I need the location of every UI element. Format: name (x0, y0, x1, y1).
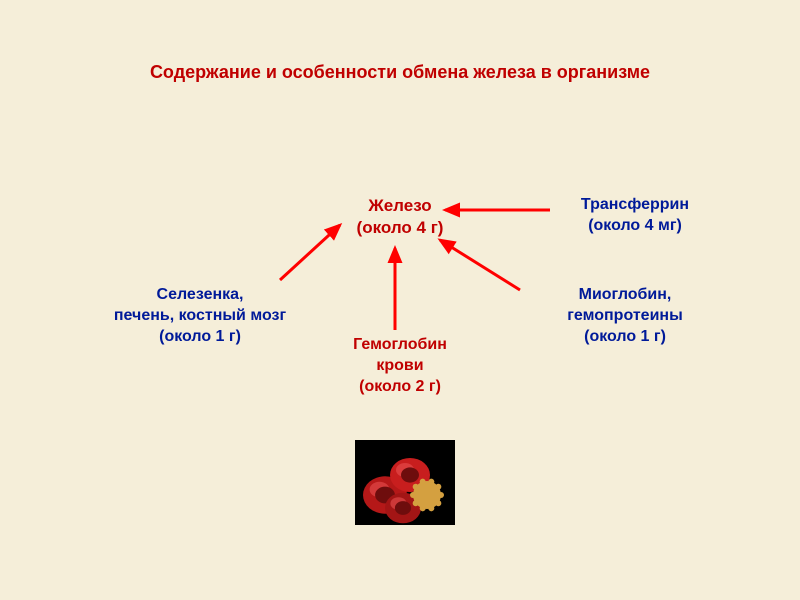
node-transferrin-line1: Трансферрин (550, 195, 720, 216)
node-spleen-line1: Селезенка, (90, 285, 310, 306)
node-hemoglobin-line3: (около 2 г) (335, 377, 465, 398)
node-spleen-line2: печень, костный мозг (90, 306, 310, 327)
node-myoglobin-line1: Миоглобин, (540, 285, 710, 306)
node-iron-line1: Железо (340, 195, 460, 217)
blood-cells-image (355, 440, 455, 525)
node-myoglobin-line3: (около 1 г) (540, 327, 710, 348)
node-iron-center: Железо (около 4 г) (340, 195, 460, 239)
node-hemoglobin-line1: Гемоглобин (335, 335, 465, 356)
node-transferrin-line2: (около 4 мг) (550, 216, 720, 237)
node-spleen-line3: (около 1 г) (90, 327, 310, 348)
node-spleen: Селезенка, печень, костный мозг (около 1… (90, 285, 310, 347)
node-iron-line2: (около 4 г) (340, 217, 460, 239)
node-transferrin: Трансферрин (около 4 мг) (550, 195, 720, 237)
diagram-title: Содержание и особенности обмена железа в… (0, 62, 800, 83)
node-myoglobin-line2: гемопротеины (540, 306, 710, 327)
node-hemoglobin-line2: крови (335, 356, 465, 377)
node-myoglobin: Миоглобин, гемопротеины (около 1 г) (540, 285, 710, 347)
node-hemoglobin: Гемоглобин крови (около 2 г) (335, 335, 465, 397)
